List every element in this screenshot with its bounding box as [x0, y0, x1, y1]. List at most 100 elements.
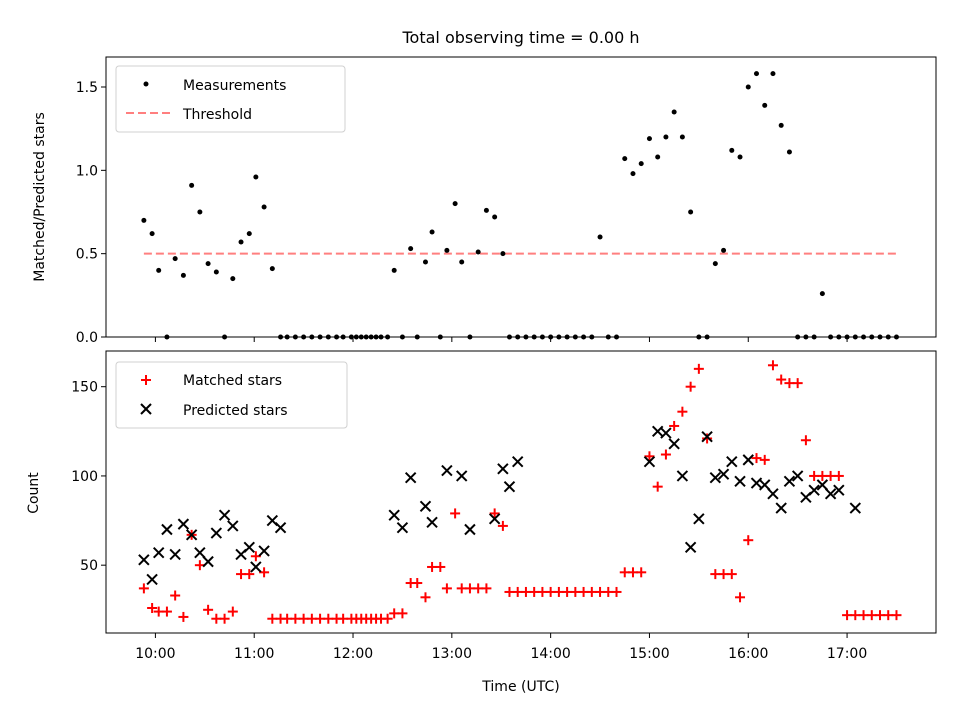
measurement-point	[844, 334, 850, 340]
measurement-point	[391, 267, 397, 273]
measurement-point	[646, 136, 652, 142]
count-xtick-label: 16:00	[728, 646, 768, 662]
measurement-point	[811, 334, 817, 340]
matched-star-point	[735, 592, 746, 603]
measurement-point	[861, 334, 867, 340]
measurement-point	[261, 204, 267, 210]
matched-star-point	[759, 454, 770, 465]
predicted-star-point	[701, 430, 713, 443]
measurement-point	[437, 334, 443, 340]
predicted-star-point	[742, 454, 754, 466]
measurement-point	[164, 334, 170, 340]
measurement-point	[556, 334, 562, 340]
measurement-point	[156, 267, 162, 273]
measurement-point	[581, 334, 587, 340]
matched-star-point	[147, 603, 158, 614]
matched-star-point	[441, 583, 452, 594]
legend-measurements-marker	[143, 81, 149, 87]
matched-star-point	[450, 508, 461, 519]
measurement-point	[548, 334, 554, 340]
legend-predicted-label: Predicted stars	[183, 403, 288, 419]
predicted-star-point	[767, 488, 779, 500]
predicted-star-point	[676, 470, 689, 482]
predicted-star-point	[791, 470, 804, 482]
measurement-point	[292, 334, 298, 340]
matched-star-point	[800, 435, 811, 446]
ratio-legend-box	[115, 65, 346, 133]
predicted-star-point	[693, 513, 705, 525]
measurement-point	[363, 334, 369, 340]
count-y-label: Count	[26, 472, 42, 514]
ratio-y-axis: 0.0 0.5 1.0 1.5	[76, 80, 106, 346]
matched-star-point	[833, 470, 844, 481]
measurement-point	[180, 272, 186, 278]
measurement-point	[663, 134, 669, 140]
predicted-star-point	[660, 427, 672, 439]
matched-star-point	[170, 590, 181, 601]
legend-matched-marker	[141, 375, 151, 385]
predicted-star-point	[250, 561, 262, 573]
measurement-point	[638, 161, 644, 167]
predicted-star-point	[243, 541, 255, 554]
measurement-point	[762, 102, 768, 108]
predicted-star-point	[717, 468, 730, 480]
predicted-star-point	[464, 523, 476, 536]
measurement-point	[688, 209, 694, 215]
measurement-point	[679, 134, 685, 140]
count-xtick-label: 14:00	[530, 646, 570, 662]
predicted-star-point	[734, 475, 746, 487]
measurement-point	[385, 334, 391, 340]
predicted-star-point	[210, 527, 223, 539]
measurement-point	[819, 291, 825, 297]
measurement-point	[753, 71, 759, 77]
matched-star-point	[792, 378, 803, 389]
matched-star-point	[203, 604, 214, 615]
predicted-star-point	[152, 546, 165, 559]
predicted-star-point	[488, 513, 501, 525]
measurement-point	[269, 266, 275, 272]
predicted-stars-layer	[138, 425, 862, 586]
measurement-point	[564, 334, 570, 340]
measurement-point	[205, 261, 211, 267]
count-x-axis: 10:00 11:00 12:00 13:00 14:00 15:00 16:00 17:00	[135, 633, 867, 662]
predicted-star-point	[146, 573, 158, 586]
predicted-star-point	[497, 463, 509, 475]
legend-matched-label: Matched stars	[183, 373, 282, 389]
measurement-point	[712, 261, 718, 267]
measurement-point	[189, 182, 195, 188]
matched-star-point	[685, 381, 696, 392]
measurement-point	[614, 334, 620, 340]
matched-star-point	[743, 535, 754, 546]
count-xtick-label: 13:00	[432, 646, 472, 662]
measurement-point	[605, 334, 611, 340]
predicted-star-point	[808, 484, 820, 496]
measurement-point	[284, 334, 290, 340]
measurement-point	[414, 334, 420, 340]
measurement-point	[893, 334, 899, 340]
measurement-point	[500, 251, 506, 257]
measurement-point	[795, 334, 801, 340]
ratio-ytick-label: 1.0	[76, 163, 98, 179]
measurement-point	[589, 334, 595, 340]
count-xtick-label: 15:00	[629, 646, 669, 662]
measurement-point	[597, 234, 603, 240]
predicted-star-point	[194, 546, 206, 559]
measurement-point	[778, 122, 784, 128]
measurement-point	[828, 334, 834, 340]
predicted-star-point	[726, 455, 738, 468]
measurement-point	[340, 334, 346, 340]
matched-star-point	[420, 592, 431, 603]
measurement-point	[429, 229, 435, 235]
measurement-point	[704, 334, 710, 340]
predicted-star-point	[651, 425, 664, 438]
predicted-star-point	[759, 479, 771, 491]
measurement-point	[852, 334, 858, 340]
measurement-point	[278, 334, 284, 340]
predicted-star-point	[218, 509, 231, 521]
measurement-point	[253, 174, 259, 180]
matched-star-point	[891, 610, 902, 621]
matched-star-point	[751, 453, 762, 464]
predicted-star-point	[668, 438, 680, 450]
predicted-star-point	[833, 484, 845, 496]
